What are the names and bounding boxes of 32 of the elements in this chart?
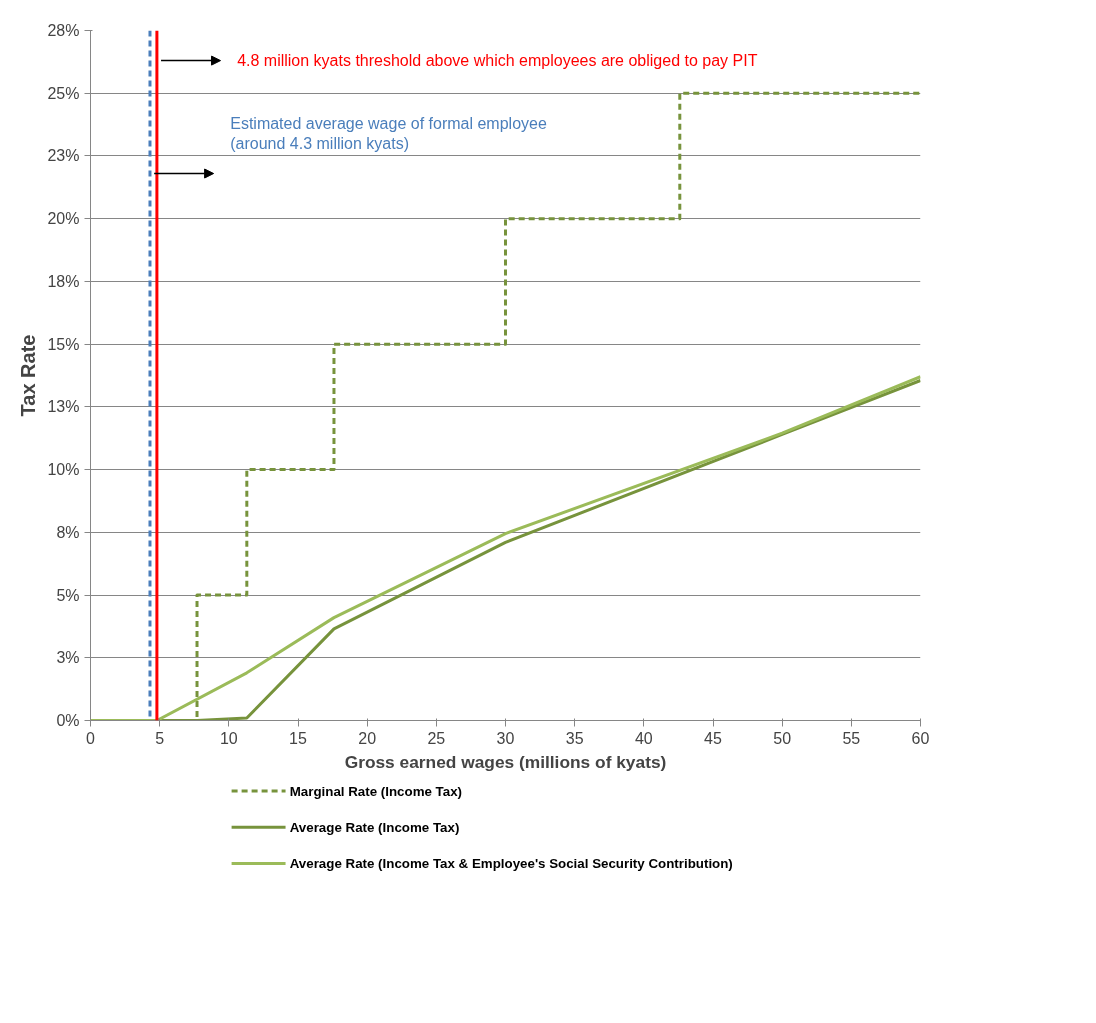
x-tick-label: 60: [911, 729, 930, 747]
x-tick-label: 45: [704, 729, 722, 747]
y-tick-label: 20%: [47, 210, 80, 228]
y-tick-label: 25%: [47, 84, 80, 102]
ref-line-label: Estimated average wage of formal employee (around 4.3 million kyats): [230, 114, 547, 153]
x-tick-label: 5: [155, 729, 165, 747]
x-tick-label: 20: [358, 729, 377, 747]
legend-label: Average Rate (Income Tax & Employee's Social Security Contribution): [289, 856, 733, 872]
legend-label: Average Rate (Income Tax): [289, 819, 460, 835]
y-tick-label: 13%: [47, 398, 80, 416]
y-tick-label: 10%: [47, 461, 80, 479]
x-tick-label: 35: [565, 729, 584, 747]
y-tick-label: 0%: [56, 712, 80, 729]
x-axis-title: Gross earned wages (millions of kyats): [344, 751, 667, 772]
y-tick-label: 23%: [47, 147, 80, 165]
x-tick-label: 25: [427, 729, 446, 747]
x-tick-label: 30: [496, 729, 515, 747]
x-tick-label: 15: [289, 729, 307, 747]
x-tick-label: 50: [773, 729, 792, 747]
y-tick-label: 15%: [47, 335, 80, 353]
ref-line-label: 4.8 million kyats threshold above which employees are obliged to pay PIT: [237, 52, 758, 70]
y-tick-label: 18%: [47, 272, 80, 290]
x-tick-label: 10: [219, 729, 238, 747]
legend-label: Marginal Rate (Income Tax): [289, 783, 463, 799]
y-axis-title: Tax Rate: [17, 334, 40, 417]
y-tick-label: 28%: [47, 22, 80, 39]
x-tick-label: 55: [842, 729, 861, 747]
y-tick-label: 8%: [56, 523, 80, 541]
y-tick-label: 3%: [56, 649, 80, 667]
y-tick-label: 5%: [56, 586, 80, 604]
x-tick-label: 0: [86, 729, 96, 747]
x-tick-label: 40: [634, 729, 653, 747]
